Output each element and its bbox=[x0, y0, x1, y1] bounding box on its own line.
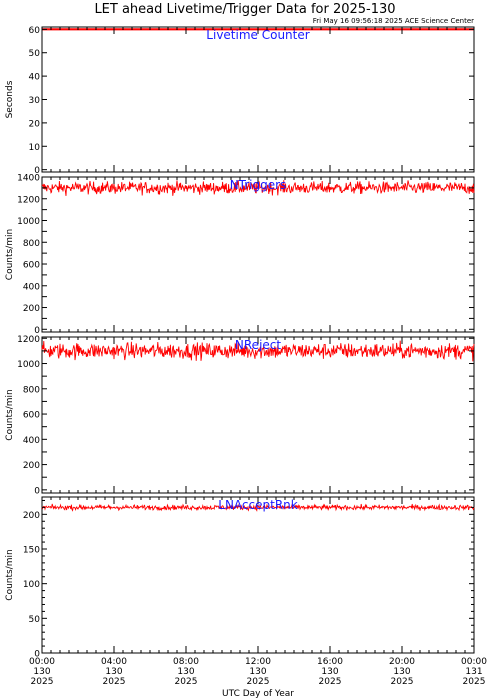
x-tick-label: 2025 bbox=[319, 677, 342, 687]
y-tick-label: 30 bbox=[29, 96, 41, 106]
x-tick-label: 2025 bbox=[175, 677, 198, 687]
x-tick-label: 16:00 bbox=[317, 657, 343, 667]
y-tick-label: 10 bbox=[29, 143, 41, 153]
y-tick-label: 0 bbox=[34, 650, 40, 660]
panel-3: 0 200 400 600 800 1000 1200 NReject Counts/min bbox=[5, 335, 475, 496]
y-tick-label: 150 bbox=[23, 546, 40, 556]
y-axis-label: Counts/min bbox=[5, 389, 15, 440]
x-tick-label: 2025 bbox=[247, 677, 270, 687]
panels: 0 10 20 30 40 50 60 Livetime Counter Seconds 0 200… bbox=[5, 26, 475, 660]
x-tick-label: 08:00 bbox=[173, 657, 199, 667]
y-tick-label: 400 bbox=[23, 436, 40, 446]
y-tick-label: 1400 bbox=[17, 174, 40, 184]
y-tick-label: 50 bbox=[29, 615, 41, 625]
panel-label: NReject bbox=[235, 338, 281, 352]
y-tick-label: 1000 bbox=[17, 217, 40, 227]
panel-label: LNAcceptRnk bbox=[218, 498, 298, 512]
panel-1: 0 10 20 30 40 50 60 Livetime Counter Seconds bbox=[5, 26, 475, 176]
chart-subtitle: Fri May 16 09:56:18 2025 ACE Science Cen… bbox=[313, 17, 474, 25]
x-tick-label: 2025 bbox=[391, 677, 414, 687]
y-tick-label: 0 bbox=[34, 326, 40, 336]
panel-4: 0 50 100 150 200 LNAcceptRnk Counts/min bbox=[5, 496, 475, 660]
x-axis: 00:00130202504:00130202508:00130202512:0… bbox=[29, 657, 487, 687]
y-axis-label: Counts/min bbox=[5, 229, 15, 280]
y-tick-label: 200 bbox=[23, 461, 40, 471]
y-tick-label: 600 bbox=[23, 411, 40, 421]
plot-frame bbox=[41, 176, 475, 333]
y-tick-label: 200 bbox=[23, 511, 40, 521]
x-tick-label: 04:00 bbox=[101, 657, 127, 667]
x-tick-label: 2025 bbox=[103, 677, 126, 687]
panel-label: Livetime Counter bbox=[206, 28, 309, 42]
x-tick-label: 130 bbox=[177, 667, 194, 677]
plot-frame bbox=[41, 336, 475, 494]
x-axis-label: UTC Day of Year bbox=[222, 689, 294, 699]
x-tick-label: 12:00 bbox=[245, 657, 271, 667]
y-tick-label: 1200 bbox=[17, 195, 40, 205]
y-tick-label: 1000 bbox=[17, 360, 40, 370]
y-tick-label: 1200 bbox=[17, 335, 40, 345]
y-axis-label: Seconds bbox=[5, 80, 15, 118]
x-tick-label: 130 bbox=[393, 667, 410, 677]
y-tick-label: 0 bbox=[34, 166, 40, 176]
y-tick-label: 100 bbox=[23, 580, 40, 590]
x-tick-label: 00:00 bbox=[461, 657, 487, 667]
x-tick-label: 131 bbox=[465, 667, 482, 677]
chart-title: LET ahead Livetime/Trigger Data for 2025… bbox=[94, 2, 395, 17]
y-tick-label: 800 bbox=[23, 385, 40, 395]
y-tick-label: 200 bbox=[23, 304, 40, 314]
data-line bbox=[41, 340, 475, 362]
y-tick-label: 60 bbox=[29, 26, 41, 36]
y-tick-label: 600 bbox=[23, 261, 40, 271]
y-tick-label: 20 bbox=[29, 119, 41, 129]
y-tick-label: 800 bbox=[23, 239, 40, 249]
y-tick-label: 0 bbox=[34, 486, 40, 496]
y-tick-label: 50 bbox=[29, 49, 41, 59]
x-tick-label: 2025 bbox=[463, 677, 486, 687]
x-tick-label: 130 bbox=[321, 667, 338, 677]
panel-label: NTriggers bbox=[230, 178, 287, 192]
x-tick-label: 20:00 bbox=[389, 657, 415, 667]
y-tick-label: 40 bbox=[29, 73, 41, 83]
y-tick-label: 400 bbox=[23, 282, 40, 292]
x-tick-label: 2025 bbox=[31, 677, 54, 687]
plot-frame bbox=[41, 496, 475, 654]
x-tick-label: 130 bbox=[105, 667, 122, 677]
y-axis-label: Counts/min bbox=[5, 549, 15, 600]
panel-2: 0 200 400 600 800 1000 1200 1400 NTriggers Counts… bbox=[5, 174, 475, 336]
plot-frame bbox=[41, 26, 475, 173]
x-tick-label: 130 bbox=[33, 667, 50, 677]
x-tick-label: 130 bbox=[249, 667, 266, 677]
x-tick-label: 00:00 bbox=[29, 657, 55, 667]
data-line bbox=[41, 503, 475, 512]
